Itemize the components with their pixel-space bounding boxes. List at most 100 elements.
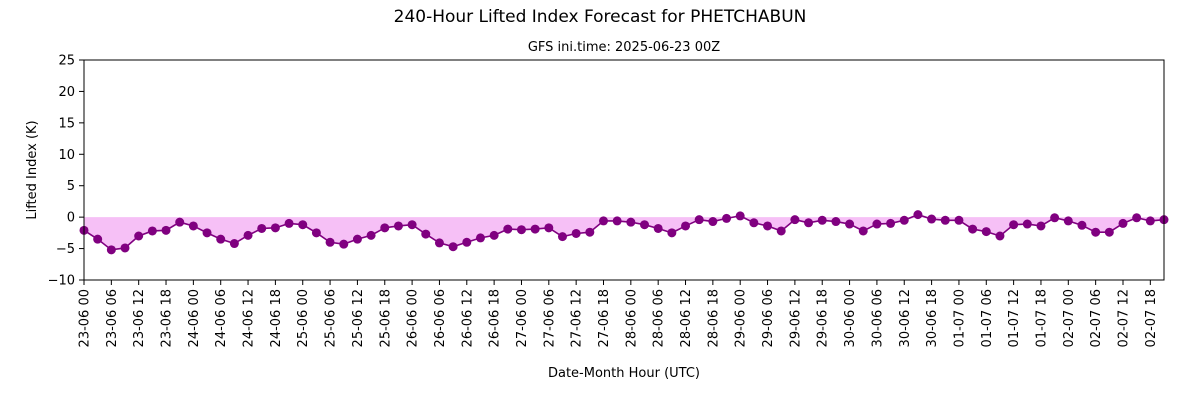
y-axis: 25 20 15 10 5 0 −5 −10 <box>48 54 84 289</box>
x-tick-label: 30-06 06 <box>870 289 885 347</box>
x-tick-label: 29-06 06 <box>761 289 776 347</box>
data-point <box>257 223 267 233</box>
data-point <box>640 220 650 230</box>
data-point <box>147 226 157 236</box>
x-tick-label: 30-06 00 <box>843 289 858 347</box>
chart-subtitle: GFS ini.time: 2025-06-23 00Z <box>528 40 720 55</box>
x-tick-label: 27-06 00 <box>515 289 530 347</box>
x-tick-label: 23-06 18 <box>160 289 175 347</box>
x-tick-label: 01-07 18 <box>1034 289 1049 347</box>
data-point <box>462 237 472 247</box>
data-point <box>407 220 417 230</box>
y-tick-label: 5 <box>67 179 75 194</box>
data-point <box>489 230 499 240</box>
chart-title: 240-Hour Lifted Index Forecast for PHETC… <box>394 7 807 27</box>
data-point <box>475 233 485 243</box>
data-point <box>722 213 732 223</box>
x-tick-label: 02-07 18 <box>1144 289 1159 347</box>
y-tick-label: 0 <box>67 211 75 226</box>
x-tick-label: 23-06 00 <box>78 289 93 347</box>
data-point <box>339 239 349 249</box>
data-point <box>421 229 431 239</box>
data-point <box>202 228 212 238</box>
x-tick-label: 28-06 06 <box>652 289 667 347</box>
x-tick-label: 29-06 00 <box>734 289 749 347</box>
x-tick-label: 24-06 06 <box>214 289 229 347</box>
x-tick-label: 29-06 12 <box>788 289 803 347</box>
data-point <box>1104 227 1114 237</box>
data-point <box>681 221 691 231</box>
y-tick-label: 10 <box>58 148 75 163</box>
x-tick-label: 25-06 18 <box>378 289 393 347</box>
data-point <box>120 243 130 253</box>
data-point <box>653 223 663 233</box>
data-point <box>366 230 376 240</box>
data-point <box>899 215 909 225</box>
data-point <box>134 231 144 241</box>
data-point <box>325 237 335 247</box>
x-tick-label: 25-06 06 <box>324 289 339 347</box>
x-tick-label: 25-06 00 <box>296 289 311 347</box>
data-point <box>434 238 444 248</box>
data-point <box>790 215 800 225</box>
data-point <box>93 234 103 244</box>
data-point <box>1118 218 1128 228</box>
x-tick-label: 27-06 12 <box>570 289 585 347</box>
y-axis-label: Lifted Index (K) <box>25 120 40 219</box>
x-tick-label: 28-06 12 <box>679 289 694 347</box>
data-point <box>845 219 855 229</box>
x-tick-label: 29-06 18 <box>816 289 831 347</box>
data-point <box>940 215 950 225</box>
y-tick-label: −10 <box>48 274 75 289</box>
data-point <box>612 216 622 226</box>
x-tick-label: 25-06 12 <box>351 289 366 347</box>
data-point <box>571 228 581 238</box>
data-point <box>995 231 1005 241</box>
data-point <box>216 234 226 244</box>
below-zero-fill <box>84 217 1164 250</box>
data-point <box>886 218 896 228</box>
x-tick-label: 01-07 12 <box>1007 289 1022 347</box>
data-point <box>557 232 567 242</box>
data-point <box>298 220 308 230</box>
y-tick-label: 25 <box>58 54 75 69</box>
data-point <box>927 214 937 224</box>
data-point <box>817 215 827 225</box>
x-tick-label: 01-07 00 <box>952 289 967 347</box>
fill-layer <box>84 217 1164 250</box>
data-point <box>175 217 185 227</box>
data-point <box>352 234 362 244</box>
y-tick-label: −5 <box>56 242 75 257</box>
data-point <box>503 224 513 234</box>
data-point <box>694 215 704 225</box>
data-point <box>872 219 882 229</box>
x-tick-label: 24-06 18 <box>269 289 284 347</box>
data-point <box>311 228 321 238</box>
data-point <box>161 225 171 235</box>
data-point <box>1132 213 1142 223</box>
data-point <box>1077 220 1087 230</box>
data-point <box>763 221 773 231</box>
data-points <box>79 210 1169 255</box>
data-point <box>1022 219 1032 229</box>
data-point <box>516 225 526 235</box>
data-point <box>229 239 239 249</box>
x-tick-label: 02-07 12 <box>1116 289 1131 347</box>
data-point <box>270 223 280 233</box>
data-point <box>1091 227 1101 237</box>
data-point <box>1063 216 1073 226</box>
data-point <box>776 226 786 236</box>
data-point <box>106 245 116 255</box>
x-tick-label: 01-07 06 <box>980 289 995 347</box>
data-point <box>749 218 759 228</box>
x-axis-label: Date-Month Hour (UTC) <box>548 366 700 381</box>
data-point <box>708 217 718 227</box>
data-point <box>380 223 390 233</box>
x-axis: 23-06 00 23-06 06 23-06 12 23-06 18 24-06 00… <box>78 280 1159 347</box>
x-tick-label: 23-06 12 <box>132 289 147 347</box>
data-point <box>954 215 964 225</box>
x-tick-label: 24-06 00 <box>187 289 202 347</box>
x-tick-label: 27-06 18 <box>597 289 612 347</box>
data-point <box>598 216 608 226</box>
